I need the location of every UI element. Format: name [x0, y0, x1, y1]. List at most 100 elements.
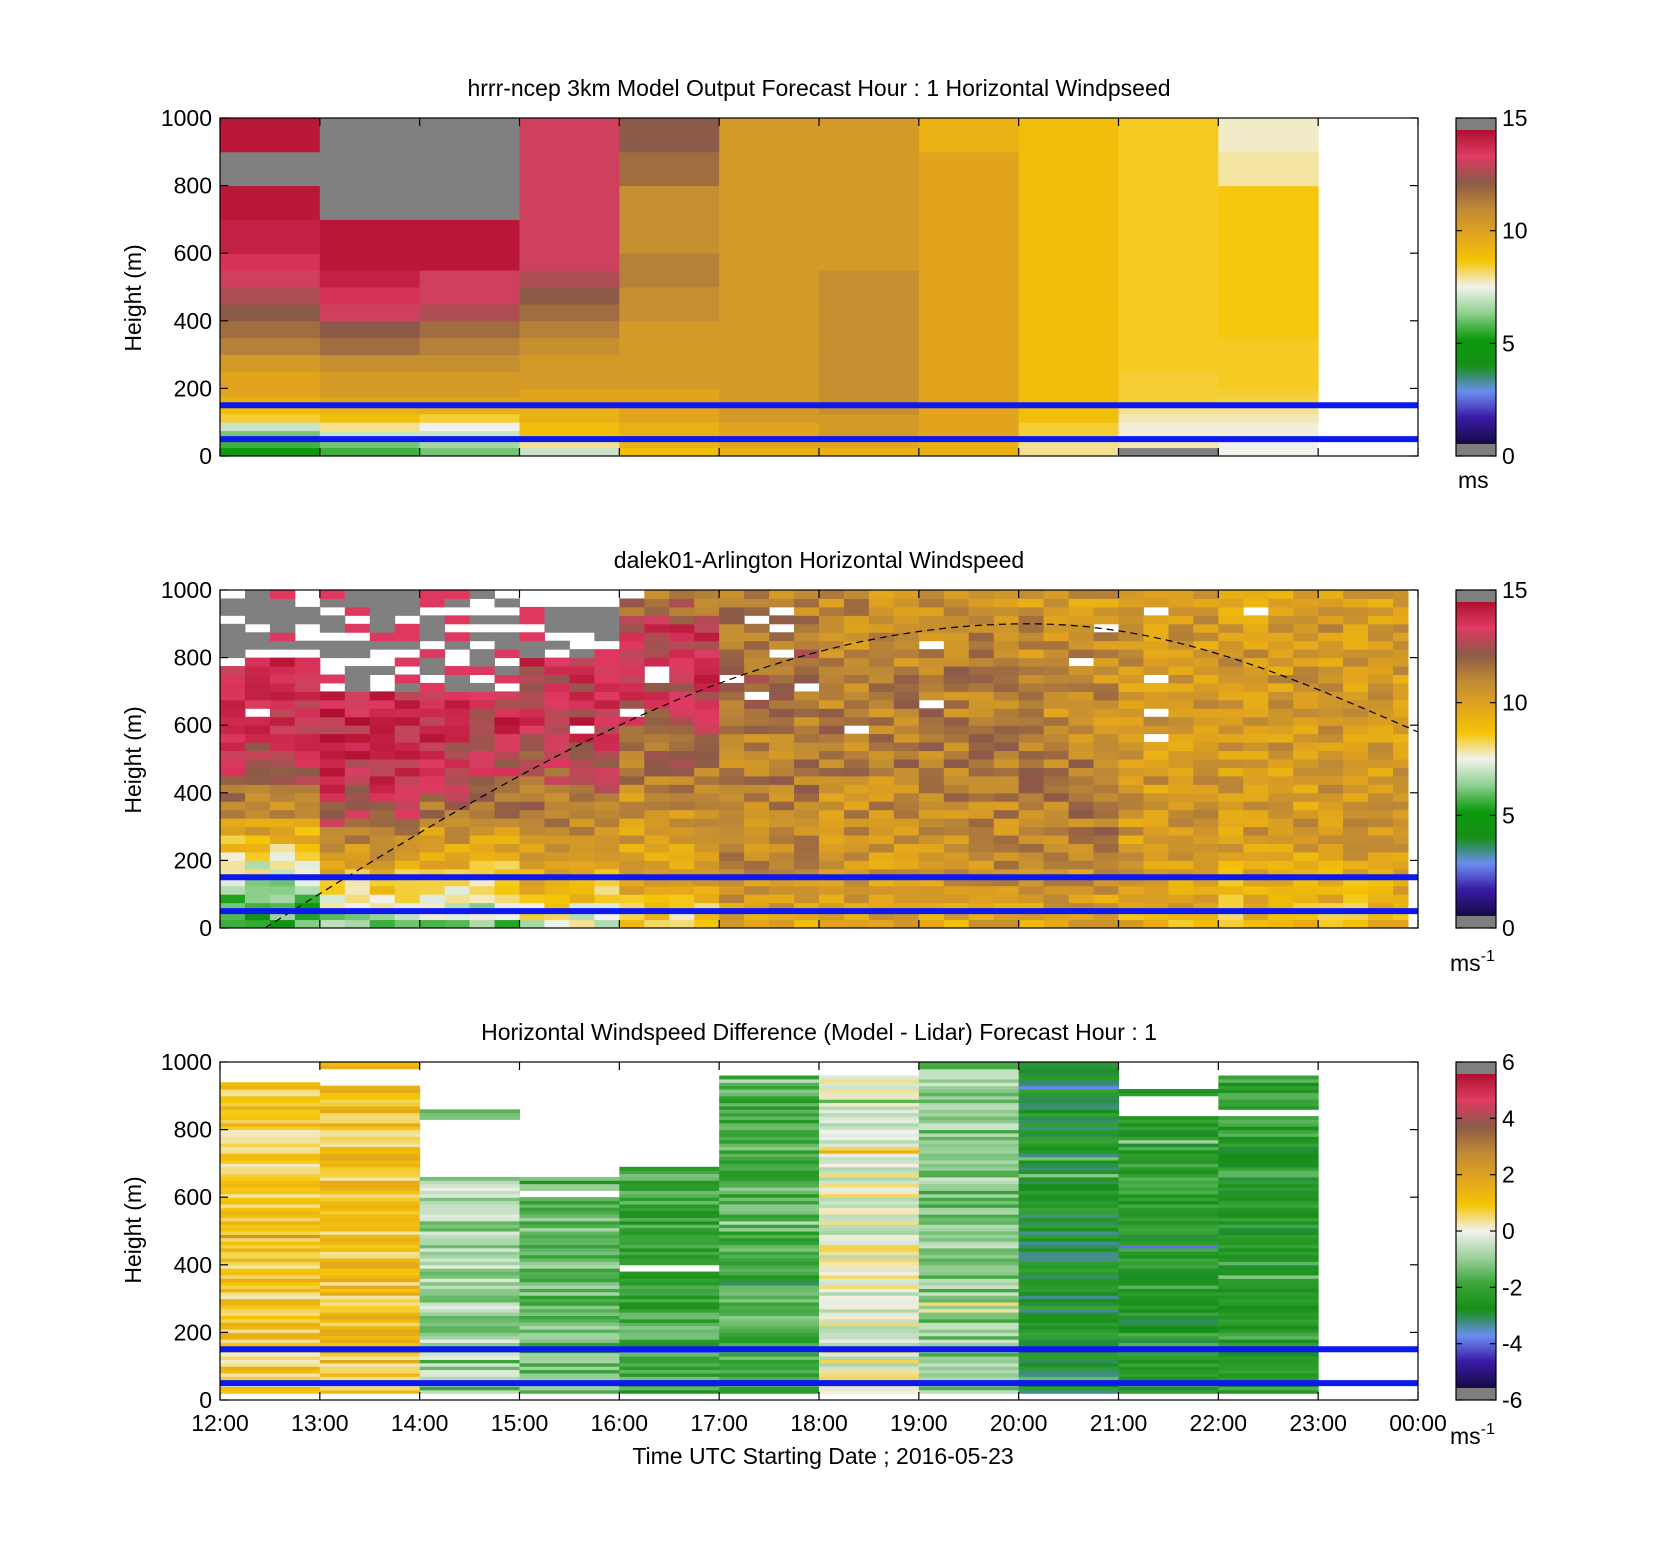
lidar-cell — [1393, 809, 1409, 819]
lidar-cell — [1018, 666, 1045, 675]
model-cell — [519, 413, 620, 423]
difference-cell — [220, 1227, 321, 1232]
lidar-cell — [1343, 708, 1369, 718]
lidar-cell — [1318, 784, 1344, 794]
lidar-cell — [269, 733, 296, 743]
lidar-cell — [719, 682, 745, 692]
lidar-cell — [294, 708, 321, 718]
model-cell — [1218, 354, 1319, 372]
lidar-cell — [594, 750, 620, 760]
lidar-cell — [269, 835, 296, 844]
difference-cell — [1218, 1389, 1319, 1394]
lidar-cell — [1268, 759, 1294, 768]
lidar-cell — [1268, 725, 1294, 735]
lidar-cell — [369, 691, 396, 701]
y-tick-label: 800 — [174, 1117, 212, 1143]
lidar-cell — [1018, 640, 1045, 650]
lidar-cell — [1368, 911, 1394, 921]
lidar-cell — [943, 818, 970, 828]
lidar-cell — [469, 725, 496, 735]
lidar-cell — [669, 843, 695, 853]
lidar-cell — [394, 759, 421, 768]
difference-cell — [819, 1389, 920, 1394]
lidar-cell — [769, 682, 795, 692]
difference-cell — [719, 1160, 820, 1164]
model-cell — [319, 185, 421, 220]
model-cell — [319, 270, 421, 288]
difference-cell — [220, 1325, 321, 1330]
lidar-cell — [719, 792, 745, 802]
difference-cell — [819, 1376, 920, 1381]
difference-cell — [419, 1308, 520, 1313]
time-tick-label: 22:00 — [1190, 1410, 1248, 1436]
lidar-cell — [1268, 885, 1294, 895]
lidar-cell — [419, 699, 446, 709]
lidar-cell — [819, 767, 845, 777]
lidar-cell — [943, 911, 970, 921]
lidar-cell — [1118, 606, 1144, 616]
model-cell — [419, 439, 520, 449]
lidar-cell — [269, 801, 296, 811]
lidar-cell — [819, 691, 845, 701]
lidar-cell — [1318, 699, 1344, 709]
lidar-cell — [1143, 902, 1169, 912]
difference-cell — [819, 1366, 920, 1371]
lidar-cell — [993, 801, 1020, 811]
difference-cell — [719, 1362, 820, 1367]
difference-cell — [419, 1295, 520, 1300]
difference-cell — [1018, 1149, 1119, 1154]
lidar-cell — [220, 606, 246, 616]
difference-cell — [1018, 1305, 1119, 1310]
lidar-cell — [544, 775, 570, 785]
difference-cell — [319, 1143, 421, 1147]
lidar-cell — [1018, 649, 1045, 659]
model-cell — [419, 371, 520, 389]
colorbar-tick-label: 5 — [1502, 802, 1515, 828]
lidar-cell — [1268, 615, 1294, 625]
difference-cell — [319, 1176, 421, 1181]
difference-cell — [1018, 1187, 1119, 1191]
lidar-cell — [918, 860, 945, 870]
difference-cell — [1118, 1166, 1219, 1171]
difference-cell — [719, 1089, 820, 1093]
difference-cell — [419, 1359, 520, 1364]
difference-cell — [419, 1312, 520, 1316]
difference-cell — [419, 1187, 520, 1191]
difference-cell — [918, 1068, 1020, 1073]
lidar-cell — [1068, 868, 1095, 878]
colorbar-tick-label: 15 — [1502, 105, 1528, 131]
lidar-cell — [1368, 894, 1394, 904]
difference-cell — [519, 1220, 620, 1225]
lidar-cell — [419, 801, 446, 811]
difference-cell — [1218, 1268, 1319, 1273]
lidar-cell — [1143, 792, 1169, 802]
lidar-cell — [1093, 598, 1119, 608]
difference-cell — [819, 1163, 920, 1168]
lidar-cell — [1293, 919, 1319, 929]
difference-cell — [419, 1315, 520, 1320]
lidar-cell — [1268, 691, 1294, 701]
lidar-cell — [594, 860, 620, 870]
lidar-cell — [1393, 699, 1409, 709]
lidar-cell — [719, 818, 745, 828]
lidar-cell — [1293, 759, 1319, 768]
lidar-cell — [868, 750, 895, 760]
difference-cell — [419, 1224, 520, 1229]
lidar-cell — [1243, 792, 1269, 802]
lidar-cell — [1318, 615, 1344, 625]
lidar-cell — [993, 657, 1020, 667]
difference-cell — [220, 1308, 321, 1313]
difference-cell — [918, 1149, 1020, 1154]
difference-cell — [1118, 1278, 1219, 1283]
difference-cell — [319, 1105, 421, 1110]
difference-cell — [619, 1187, 720, 1191]
difference-cell — [1218, 1271, 1319, 1276]
lidar-cell — [394, 725, 421, 735]
lidar-cell — [569, 784, 595, 794]
lidar-cell — [220, 767, 246, 777]
time-tick-label: 00:00 — [1389, 1410, 1447, 1436]
lidar-cell — [943, 623, 970, 633]
difference-cell — [819, 1089, 920, 1093]
difference-cell — [1118, 1285, 1219, 1289]
difference-cell — [918, 1298, 1020, 1303]
